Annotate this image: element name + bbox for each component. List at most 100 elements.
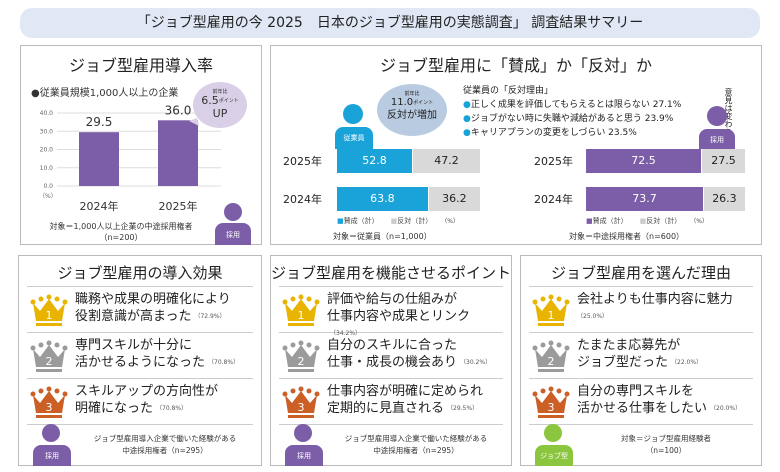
- person-icon: ジョブ型: [535, 424, 573, 466]
- footnote-line1: ジョブ型雇用導入企業で働いた経験がある: [93, 434, 237, 443]
- panel-title: ジョブ型雇用に「賛成」か「反対」か: [379, 56, 652, 75]
- rank-percent: （20.0%）: [710, 405, 742, 412]
- approve-bar: 73.7: [586, 187, 704, 211]
- footnote-line2: 中途採用権者（n=295）: [122, 446, 208, 455]
- row-label: 2024年: [283, 193, 322, 206]
- rank-text: スキルアップの方向性が 明確になった （70.8%）: [75, 383, 218, 417]
- approval-charts: 2025年 52.8 47.2 2024年 63.8 36.2 ■賛成（計） ■反対（計） （%…: [271, 46, 763, 246]
- rank-line1: たまたま応募先が: [577, 338, 681, 353]
- y-unit: （%）: [39, 193, 57, 200]
- side-note: 意見は変わらず: [724, 88, 733, 144]
- reasons-title: 従業員の「反対理由」: [463, 86, 554, 96]
- ranking-panel: ジョブ型雇用を機能させるポイント 1 評価や給与の仕組みが 仕事内容や成果とリンク （3…: [270, 255, 512, 466]
- recruiter-person-icon: 採用: [215, 203, 251, 245]
- adoption-rate-panel: ジョブ型雇用導入率 ●従業員規模1,000人以上の企業 0.0 10.0 20.0 3…: [20, 45, 262, 245]
- rank-percent: （72.9%）: [194, 313, 226, 320]
- rank-percent: （25.0%）: [577, 313, 609, 320]
- reason-text: ジョブがない時に失職や減給があると思う 23.9%: [470, 114, 674, 124]
- footnote: ジョブ型雇用導入企業で働いた経験がある 中途採用権者（n=295）: [327, 433, 505, 457]
- rank-line1: 会社よりも仕事内容に魅力: [577, 292, 733, 307]
- y-tick-label: 40.0: [40, 110, 54, 117]
- rank-text: 自分の専門スキルを 活かせる仕事をしたい （20.0%）: [577, 383, 741, 417]
- person-label: 採用: [285, 445, 323, 466]
- rank-3-crown-icon: 3: [282, 386, 320, 418]
- rank-line2: ジョブ型だった: [577, 355, 669, 370]
- reason-item: ●正しく成果を評価してもらえるとは限らない 27.1%: [463, 100, 682, 110]
- approve-bar: 72.5: [586, 149, 702, 173]
- reason-text: 正しく成果を評価してもらえるとは限らない 27.1%: [470, 100, 682, 110]
- person-label: 採用: [699, 129, 735, 151]
- oppose-bar: 36.2: [428, 187, 481, 211]
- rank-percent: （34.2%）: [330, 330, 362, 337]
- panel-title: ジョブ型雇用導入率: [68, 56, 213, 75]
- rank-text: 自分のスキルに合った 仕事・成長の機会あり （30.2%）: [327, 337, 491, 371]
- panel-title: ジョブ型雇用の導入効果: [57, 264, 223, 282]
- rank-text: 会社よりも仕事内容に魅力 （25.0%）: [577, 291, 733, 325]
- rank-item-3: 3 スキルアップの方向性が 明確になった （70.8%）: [27, 379, 253, 425]
- yoy-bubble: 前年比 6.5ポイント UP: [193, 82, 247, 128]
- bubble-small: 前年比: [404, 91, 420, 97]
- adoption-bar-chart: 0.0 10.0 20.0 30.0 40.0 （%） 29.5 2024年 36.0 2025年: [39, 103, 221, 213]
- rank-item-1: 1 職務や成果の明確化により 役割意識が高まった （72.9%）: [27, 287, 253, 333]
- objection-reasons: 従業員の「反対理由」 ●正しく成果を評価してもらえるとは限らない 27.1% ●…: [463, 84, 681, 140]
- row-label: 2024年: [534, 193, 573, 206]
- svg-text:2: 2: [548, 355, 555, 368]
- svg-text:3: 3: [548, 401, 555, 414]
- footnote: 対象＝ジョブ型雇用経験者 （n=100）: [577, 433, 755, 457]
- legend-item: ■賛成（計）: [586, 217, 628, 225]
- panel-title: ジョブ型雇用を選んだ理由: [550, 264, 731, 282]
- footnote-left: 対象＝従業員（n=1,000）: [333, 232, 432, 241]
- svg-text:1: 1: [46, 309, 53, 322]
- row-label: 2025年: [534, 155, 573, 168]
- y-tick-label: 30.0: [40, 128, 54, 135]
- approve-bar: 63.8: [337, 187, 429, 211]
- rank-line1: 評価や給与の仕組みが: [327, 292, 458, 307]
- approve-bar: 52.8: [337, 149, 414, 173]
- legend: ■賛成（計） ■反対（計） （%）: [586, 216, 766, 226]
- bubble-unit: ポイント: [413, 100, 434, 106]
- person-label: 従業員: [335, 127, 373, 149]
- bubble-value: 6.5: [201, 94, 219, 107]
- reason-text: キャリアプランの変更をしづらい 23.5%: [470, 128, 637, 138]
- reason-item: ●キャリアプランの変更をしづらい 23.5%: [463, 128, 637, 138]
- rank-item-2: 2 専門スキルが十分に 活かせるようになった （70.8%）: [27, 333, 253, 379]
- legend-item: ■賛成（計）: [337, 217, 379, 225]
- data-label: 29.5: [86, 115, 113, 129]
- svg-text:3: 3: [46, 401, 53, 414]
- person-icon: 採用: [285, 424, 323, 466]
- y-tick-label: 10.0: [40, 165, 54, 172]
- rank-line1: スキルアップの方向性が: [75, 384, 219, 399]
- panel-title: ジョブ型雇用を機能させるポイント: [271, 264, 512, 282]
- rank-line2: 役割意識が高まった: [75, 309, 192, 324]
- rank-1-crown-icon: 1: [532, 294, 570, 326]
- rank-line2: 仕事内容や成果とリンク: [327, 309, 471, 324]
- row-label: 2025年: [283, 155, 322, 168]
- rank-item-2: 2 たまたま応募先が ジョブ型だった （22.0%）: [529, 333, 753, 379]
- svg-text:1: 1: [548, 309, 555, 322]
- unit-label: （%）: [693, 218, 708, 225]
- ranking-panel: ジョブ型雇用の導入効果 1 職務や成果の明確化により 役割意識が高まった （72.9%）…: [18, 255, 262, 466]
- unit-label: （%）: [444, 218, 459, 225]
- rank-line1: 自分の専門スキルを: [577, 384, 695, 399]
- recruiter-person-icon: 採用: [699, 106, 735, 152]
- svg-text:1: 1: [298, 309, 305, 322]
- rank-line2: 仕事・成長の機会あり: [327, 355, 458, 370]
- x-tick-label: 2025年: [159, 199, 198, 213]
- rank-3-crown-icon: 3: [30, 386, 68, 418]
- svg-text:3: 3: [298, 401, 305, 414]
- rank-text: 評価や給与の仕組みが 仕事内容や成果とリンク （34.2%）: [327, 291, 503, 342]
- chart-subtitle: ●従業員規模1,000人以上の企業: [31, 88, 179, 99]
- oppose-bar: 26.3: [703, 187, 746, 211]
- x-tick-label: 2024年: [80, 199, 119, 213]
- legend: ■賛成（計） ■反対（計） （%）: [337, 216, 501, 226]
- data-label: 36.0: [165, 103, 192, 117]
- footnote: 対象＝1,000人以上企業の中途採用権者 （n=200）: [31, 221, 211, 243]
- footnote-line1: ジョブ型雇用導入企業で働いた経験がある: [344, 434, 488, 443]
- rank-3-crown-icon: 3: [532, 386, 570, 418]
- bubble-small: 前年比: [212, 89, 228, 95]
- person-label: ジョブ型: [535, 445, 573, 466]
- person-label: 採用: [215, 223, 251, 245]
- rank-2-crown-icon: 2: [532, 340, 570, 372]
- footnote-line2: （n=100）: [645, 446, 687, 455]
- rank-percent: （29.5%）: [447, 405, 479, 412]
